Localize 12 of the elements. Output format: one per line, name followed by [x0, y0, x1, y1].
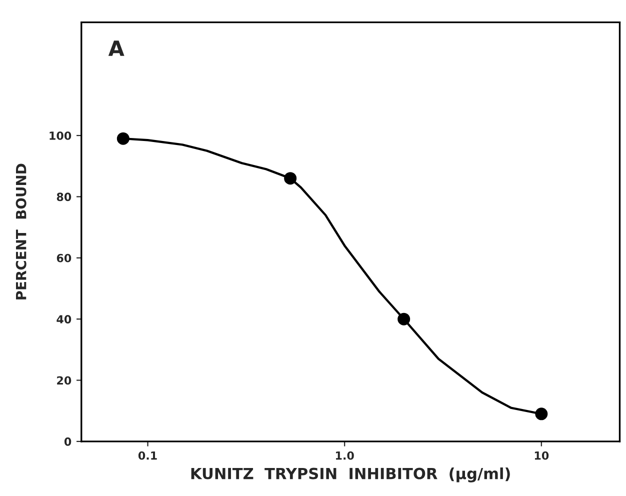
annotation: A: [108, 40, 124, 56]
x-axis-title: KUNITZ TRYPSIN INHIBITOR (µg/ml): [191, 467, 510, 482]
y-tick-label: 100: [50, 131, 72, 140]
x-tick-label: 10: [534, 451, 549, 460]
x-tick-label: 1.0: [336, 451, 354, 460]
y-tick-label: 0: [64, 437, 72, 446]
y-axis-title: PERCENT BOUND: [16, 164, 26, 300]
y-tick-label: 40: [56, 315, 72, 324]
y-tick-label: 80: [56, 192, 72, 202]
x-tick-label: 0.1: [138, 451, 157, 460]
y-tick-label: 60: [56, 254, 72, 262]
y-tick-label: 20: [57, 376, 72, 385]
